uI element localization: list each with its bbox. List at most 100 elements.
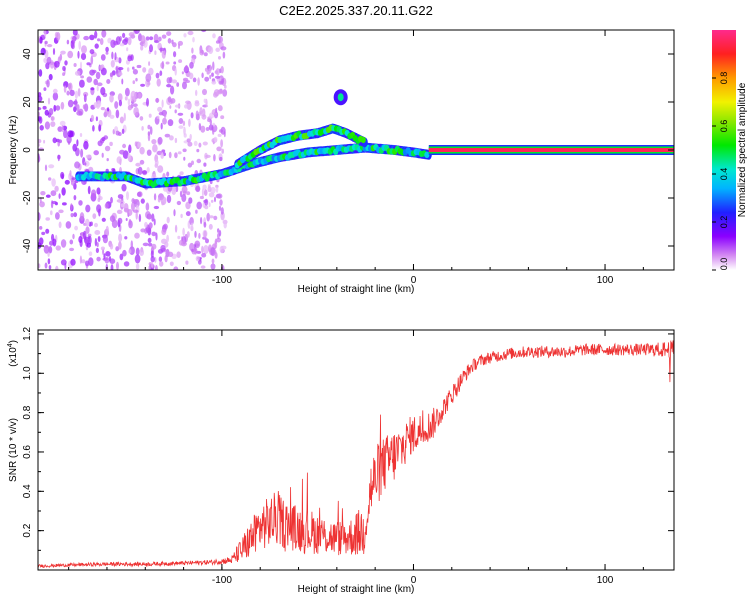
spectrogram-noise-speck <box>93 150 99 156</box>
spectrogram-noise-speck <box>215 107 218 114</box>
spectrogram-noise-speck <box>82 230 87 240</box>
spectrogram-noise-speck <box>78 40 81 50</box>
spectrogram-noise-speck <box>73 212 78 218</box>
spectrogram-noise-speck <box>146 149 152 156</box>
spectrogram-noise-speck <box>101 217 106 222</box>
spectrogram-noise-speck <box>110 60 115 68</box>
spectrogram-noise-speck <box>173 51 177 58</box>
colorbar-gradient <box>712 30 736 270</box>
spectrogram-noise-speck <box>137 166 143 175</box>
spectrogram-track-cell <box>424 151 430 158</box>
spectrogram-noise-speck <box>139 116 144 121</box>
spectrogram-noise-speck <box>48 108 54 116</box>
spectrogram-noise-speck <box>115 36 121 45</box>
spectrogram-noise-speck <box>45 228 50 234</box>
spectrogram-noise-speck <box>162 117 167 125</box>
spectrogram-noise-speck <box>222 51 226 59</box>
spectrogram-noise-speck <box>101 30 107 38</box>
spectrogram-noise-speck <box>215 47 220 52</box>
spectrogram-noise-speck <box>209 74 212 80</box>
spectrogram-noise-speck <box>126 191 129 201</box>
spectrogram-noise-speck <box>128 249 132 254</box>
spectrogram-noise-speck <box>132 103 138 107</box>
spectrogram-noise-speck <box>134 232 140 239</box>
spectrogram-noise-speck <box>166 234 170 243</box>
spectrogram-noise-speck <box>70 40 75 49</box>
spectrogram-noise-speck <box>183 156 186 161</box>
spectrogram-noise-speck <box>191 222 194 230</box>
spectrogram-noise-speck <box>160 152 164 159</box>
spectrogram-noise-speck <box>52 92 59 101</box>
spectrogram-noise-speck <box>85 204 91 213</box>
spectrogram-noise-speck <box>203 221 207 228</box>
spectrogram-noise-speck <box>177 235 181 240</box>
spectrogram-noise-speck <box>157 106 163 112</box>
spectrogram-noise-speck <box>115 246 120 252</box>
spectrogram-noise-speck <box>219 245 224 254</box>
spectrogram-noise-speck <box>91 69 97 74</box>
spectrogram-noise-speck <box>89 49 95 55</box>
spectrogram-noise-speck <box>96 85 99 92</box>
spectrogram-noise-speck <box>131 202 135 212</box>
spectrogram-noise-speck <box>83 35 90 41</box>
spectrogram-noise-speck <box>160 244 166 252</box>
snr-xtick-label: 0 <box>411 575 417 586</box>
spectrogram-noise-speck <box>70 179 75 186</box>
spectrogram-noise-speck <box>98 124 102 132</box>
spectrogram-noise-speck <box>80 52 87 61</box>
spectrogram-noise-speck <box>85 154 92 159</box>
spectrogram-noise-speck <box>66 90 70 96</box>
spectrogram-noise-speck <box>164 133 171 138</box>
spectrogram-noise-speck <box>55 265 59 270</box>
spectrogram-noise-speck <box>76 104 80 112</box>
spectrogram-noise-speck <box>217 193 223 199</box>
spectrogram-noise-speck <box>119 149 125 155</box>
spectrogram-noise-speck <box>214 75 221 79</box>
spectrogram-noise-speck <box>194 247 198 255</box>
spectrogram-noise-speck <box>178 118 184 124</box>
spectrogram-noise-speck <box>116 199 123 203</box>
spectrogram-noise-speck <box>163 113 167 118</box>
spectrogram-noise-speck <box>132 209 139 213</box>
spectrogram-noise-speck <box>201 72 204 79</box>
spectrogram-noise-speck <box>174 137 178 144</box>
spectrogram-noise-speck <box>177 151 182 155</box>
snr-series-line <box>38 340 674 569</box>
spectrogram-noise-speck <box>106 79 111 84</box>
spectrogram-noise-speck <box>220 46 227 51</box>
spectrogram-noise-speck <box>69 239 74 245</box>
spectrogram-noise-speck <box>104 256 110 264</box>
spectrogram-noise-speck <box>43 30 47 37</box>
spectrogram-noise-speck <box>153 205 160 210</box>
spectrogram-noise-speck <box>181 186 188 194</box>
spectrogram-noise-speck <box>60 171 65 179</box>
spectrogram-noise-speck <box>201 30 207 33</box>
spectrogram-noise-speck <box>191 248 194 253</box>
spectrogram-noise-speck <box>110 264 114 270</box>
spectrogram-noise-speck <box>58 209 64 214</box>
spectrogram-noise-speck <box>73 106 77 113</box>
spectrogram-noise-speck <box>135 162 141 167</box>
spectrogram-noise-speck <box>178 240 184 246</box>
spectrogram-noise-speck <box>185 201 191 210</box>
spectrogram-noise-speck <box>109 258 116 265</box>
spectrogram-noise-speck <box>96 242 99 248</box>
spectrogram-noise-speck <box>189 61 194 69</box>
spectrogram-noise-speck <box>50 121 56 127</box>
spectrogram-noise-speck <box>47 258 51 265</box>
spectrogram-noise-speck <box>184 104 188 109</box>
spectrogram-noise-speck <box>115 130 120 136</box>
spectrogram-noise-speck <box>60 259 67 266</box>
spectrogram-noise-speck <box>201 252 207 258</box>
spectrogram-noise-speck <box>120 203 125 208</box>
spectrogram-noise-speck <box>82 104 86 110</box>
spectrogram-noise-speck <box>160 122 163 130</box>
spectrogram-noise-speck <box>117 209 121 214</box>
spectrogram-noise-speck <box>123 261 130 267</box>
spectrogram-noise-speck <box>219 156 223 162</box>
spectrogram-noise-speck <box>159 261 164 267</box>
spectrogram-noise-speck <box>132 80 136 85</box>
spectrogram-noise-speck <box>196 250 202 254</box>
spectrogram-noise-speck <box>109 141 113 147</box>
spectrogram-noise-speck <box>203 189 208 197</box>
